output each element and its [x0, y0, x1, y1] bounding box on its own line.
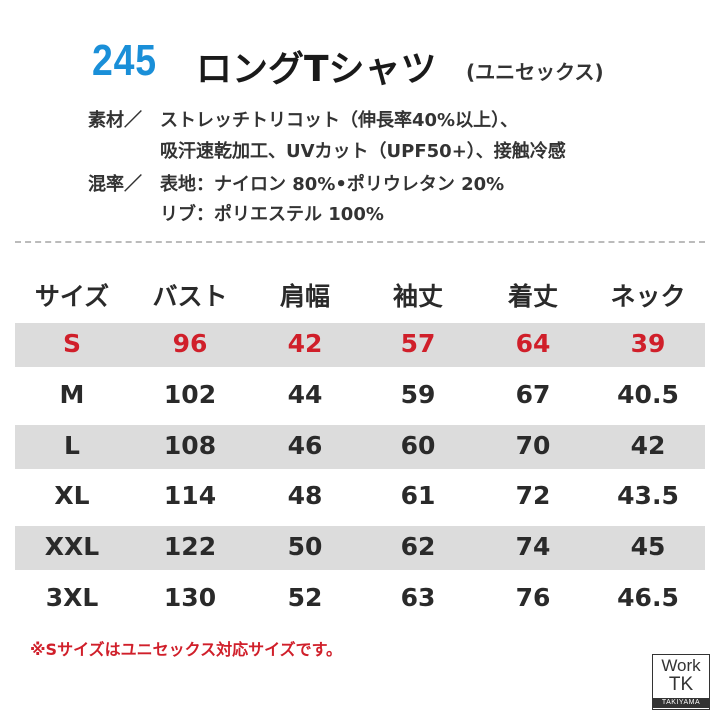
table-cell: M: [59, 379, 85, 409]
table-cell: 74: [515, 532, 551, 562]
table-cell: 46.5: [617, 583, 679, 612]
table-cell: 39: [630, 329, 666, 358]
column-header: 袖丈: [392, 282, 443, 311]
table-cell: 42: [287, 329, 323, 358]
table-cell: 3XL: [45, 583, 99, 612]
table-cell: S: [62, 329, 81, 358]
table-cell: 45: [630, 532, 666, 562]
column-header: ネック: [610, 282, 686, 311]
column-header: バスト: [152, 282, 228, 311]
row-background: [15, 323, 705, 367]
table-cell: 43.5: [617, 481, 679, 511]
note: ※Sサイズはユニセックス対応サイズです。: [30, 640, 343, 659]
table-cell: 44: [287, 379, 323, 409]
table-cell: 52: [287, 583, 323, 612]
product-title: ロングTシャツ: [196, 49, 437, 90]
table-cell: 57: [400, 329, 436, 358]
logo-text: TAKIYAMA: [653, 698, 709, 708]
spec-line: 吸汗速乾加工、UVカット（UPF50+）、接触冷感: [160, 141, 566, 162]
product-number: 245: [92, 36, 157, 85]
table-cell: 61: [400, 481, 436, 511]
row-background: [15, 526, 705, 571]
spec-label: 混率／: [88, 174, 142, 195]
logo-text: Work: [661, 656, 701, 675]
table-cell: L: [64, 430, 80, 460]
logo-text: TK: [668, 674, 694, 695]
table-cell: 102: [163, 379, 217, 409]
table-cell: 50: [287, 532, 323, 562]
table-cell: 76: [515, 583, 551, 612]
row-background: [15, 424, 705, 469]
table-cell: XXL: [44, 532, 100, 562]
table-cell: 130: [163, 583, 217, 612]
spec-line: ストレッチトリコット（伸長率40%以上）、: [160, 110, 519, 131]
table-cell: XL: [54, 481, 90, 511]
spec-line: 表地：ナイロン 80%•ポリウレタン 20%: [160, 174, 505, 195]
table-cell: 114: [163, 481, 217, 511]
logo: Work TK TAKIYAMA: [652, 654, 710, 710]
table-cell: 67: [515, 379, 551, 409]
table-cell: 62: [400, 532, 436, 562]
table-cell: 64: [515, 329, 551, 358]
table-cell: 70: [515, 430, 551, 460]
divider: [15, 241, 705, 243]
table-cell: 59: [400, 379, 436, 409]
product-subtitle: (ユニセックス): [466, 60, 604, 84]
table-cell: 48: [287, 481, 323, 511]
spec-line: リブ：ポリエステル 100%: [160, 204, 384, 225]
table-cell: 122: [163, 532, 217, 562]
table-cell: 96: [172, 329, 208, 358]
column-header: サイズ: [34, 282, 110, 311]
column-header: 着丈: [507, 282, 558, 311]
table-cell: 72: [515, 481, 551, 511]
table-cell: 40.5: [617, 379, 679, 409]
table-cell: 108: [163, 430, 217, 460]
table-cell: 63: [400, 583, 436, 612]
table-cell: 46: [287, 430, 323, 460]
table-cell: 42: [630, 430, 666, 460]
table-cell: 60: [400, 430, 436, 460]
spec-label: 素材／: [88, 110, 142, 131]
column-header: 肩幅: [279, 282, 330, 311]
